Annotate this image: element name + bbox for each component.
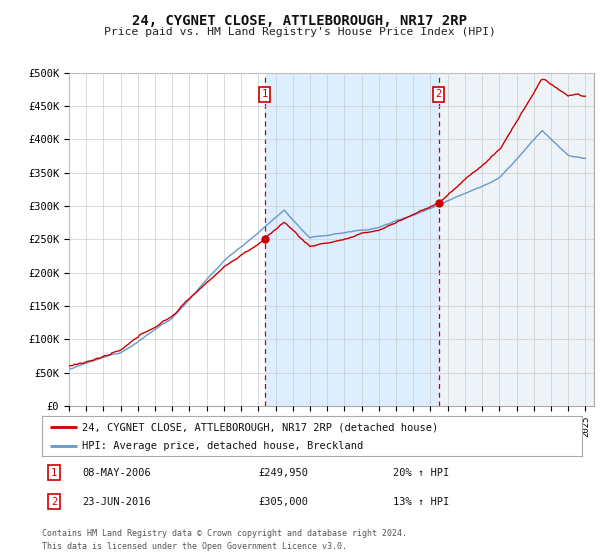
Text: 2: 2: [51, 497, 57, 507]
Text: Price paid vs. HM Land Registry's House Price Index (HPI): Price paid vs. HM Land Registry's House …: [104, 27, 496, 37]
Text: £305,000: £305,000: [258, 497, 308, 507]
Text: 1: 1: [51, 468, 57, 478]
Bar: [439, 73, 594, 406]
Text: 08-MAY-2006: 08-MAY-2006: [83, 468, 151, 478]
Text: 1: 1: [262, 89, 268, 99]
Text: £249,950: £249,950: [258, 468, 308, 478]
Text: Contains HM Land Registry data © Crown copyright and database right 2024.: Contains HM Land Registry data © Crown c…: [42, 529, 407, 538]
Text: This data is licensed under the Open Government Licence v3.0.: This data is licensed under the Open Gov…: [42, 542, 347, 550]
Text: 13% ↑ HPI: 13% ↑ HPI: [393, 497, 449, 507]
Bar: [265, 73, 439, 406]
Text: 20% ↑ HPI: 20% ↑ HPI: [393, 468, 449, 478]
Text: 2: 2: [436, 89, 442, 99]
Text: HPI: Average price, detached house, Breckland: HPI: Average price, detached house, Brec…: [83, 441, 364, 451]
Text: 24, CYGNET CLOSE, ATTLEBOROUGH, NR17 2RP (detached house): 24, CYGNET CLOSE, ATTLEBOROUGH, NR17 2RP…: [83, 422, 439, 432]
Text: 24, CYGNET CLOSE, ATTLEBOROUGH, NR17 2RP: 24, CYGNET CLOSE, ATTLEBOROUGH, NR17 2RP: [133, 14, 467, 28]
Text: 23-JUN-2016: 23-JUN-2016: [83, 497, 151, 507]
